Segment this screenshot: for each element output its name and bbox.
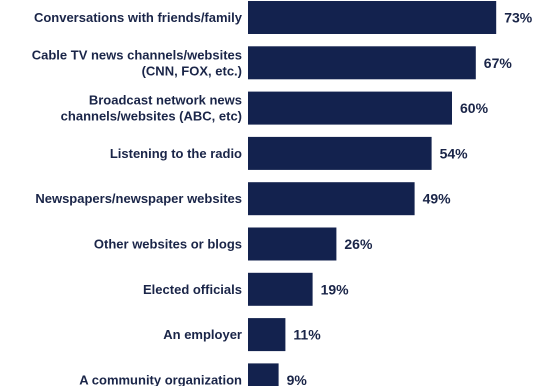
bar (248, 136, 432, 170)
value-label: 73% (504, 10, 533, 26)
bar (248, 227, 337, 261)
value-label: 11% (293, 327, 321, 343)
value-label: 19% (321, 281, 350, 297)
category-label: Other websites or blogs (94, 237, 242, 252)
category-label: Broadcast network news channels/websites … (61, 93, 242, 124)
bar (248, 318, 286, 352)
category-label: An employer (163, 327, 242, 342)
value-label: 60% (460, 100, 489, 116)
category-label: A community organization (79, 372, 242, 386)
category-label: Elected officials (143, 282, 242, 297)
value-label: 26% (344, 236, 373, 252)
value-label: 67% (484, 55, 513, 71)
value-label: 49% (423, 191, 452, 207)
bar (248, 1, 497, 34)
bar (248, 363, 279, 386)
category-label: Conversations with friends/family (34, 10, 243, 25)
category-label: Listening to the radio (110, 146, 242, 161)
category-label: Cable TV news channels/websites (CNN, FOX… (32, 47, 242, 78)
bar (248, 182, 415, 216)
bar (248, 272, 313, 306)
bar (248, 46, 476, 80)
value-label: 9% (287, 372, 308, 386)
category-label: Newspapers/newspaper websites (35, 191, 242, 206)
value-label: 54% (440, 145, 469, 161)
bar (248, 91, 452, 125)
